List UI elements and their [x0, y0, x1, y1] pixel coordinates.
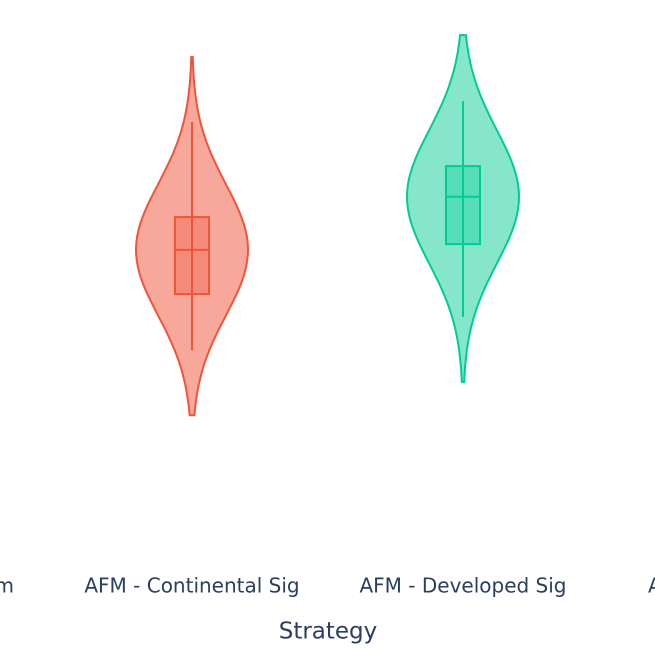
x-tick-label: AFM - Continental Sig [84, 574, 299, 598]
x-tick-label: AFM - Developed Sig [359, 574, 566, 598]
x-axis-title: Strategy [279, 619, 378, 645]
x-tick-label: A [648, 574, 655, 598]
box [445, 165, 481, 246]
x-tick-label: m [0, 574, 14, 598]
box [174, 216, 210, 296]
